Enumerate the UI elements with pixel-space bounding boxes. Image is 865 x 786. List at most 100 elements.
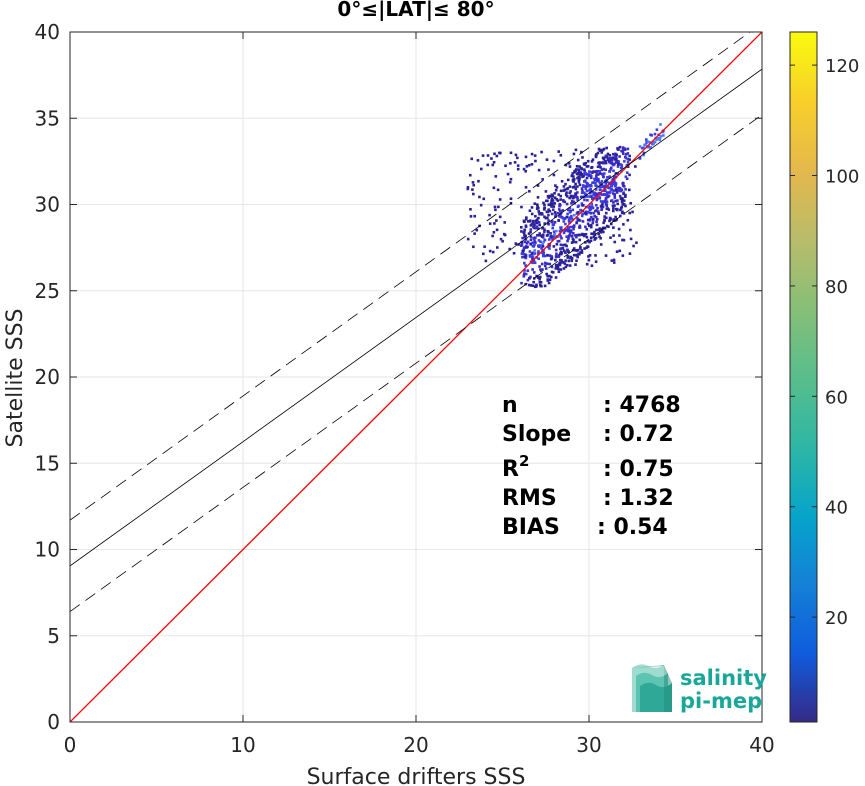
density-cell xyxy=(509,177,513,181)
density-cell xyxy=(612,179,616,183)
density-cell xyxy=(541,178,544,181)
density-cell xyxy=(570,174,574,178)
density-cell xyxy=(468,173,472,177)
density-cell xyxy=(549,275,553,279)
density-cell xyxy=(535,225,539,228)
density-cell xyxy=(556,265,560,268)
density-cell xyxy=(530,163,534,166)
density-cell xyxy=(602,221,605,225)
density-cell xyxy=(585,227,589,231)
density-cell xyxy=(521,252,524,255)
density-cell xyxy=(565,235,568,238)
density-cell xyxy=(554,258,557,262)
density-cell xyxy=(537,250,540,253)
density-cell xyxy=(537,257,540,261)
y-tick-label: 25 xyxy=(35,279,60,303)
density-cell xyxy=(608,216,612,220)
density-cell xyxy=(605,146,608,150)
density-cell xyxy=(595,203,598,207)
density-cell xyxy=(608,218,612,222)
density-cell xyxy=(575,235,578,239)
density-cell xyxy=(606,176,609,179)
density-cell xyxy=(530,206,534,209)
density-cell xyxy=(559,154,563,157)
density-points xyxy=(466,123,665,289)
density-cell xyxy=(556,240,560,243)
density-cell xyxy=(584,241,587,244)
density-cell xyxy=(570,217,574,220)
density-cell xyxy=(606,152,610,156)
density-cell xyxy=(626,157,630,161)
density-cell xyxy=(513,161,517,164)
density-cell xyxy=(537,216,540,220)
lower-bound-line xyxy=(70,114,762,612)
density-cell xyxy=(577,168,581,171)
density-cell xyxy=(614,183,618,186)
density-cell xyxy=(470,157,474,161)
density-cell xyxy=(586,182,589,186)
density-cell xyxy=(558,258,562,262)
density-cell xyxy=(566,226,570,229)
density-cell xyxy=(562,199,565,202)
density-cell xyxy=(548,278,552,282)
density-cell xyxy=(621,254,625,257)
density-cell xyxy=(531,261,534,265)
density-cell xyxy=(601,226,605,230)
density-cell xyxy=(604,199,607,203)
density-cell xyxy=(577,210,581,214)
density-cell xyxy=(598,185,601,189)
density-cell xyxy=(618,234,621,237)
density-cell xyxy=(582,191,586,195)
density-cell xyxy=(478,195,481,199)
density-cell xyxy=(557,193,561,196)
density-cell xyxy=(486,163,490,167)
density-cell xyxy=(585,165,589,168)
density-cell xyxy=(555,229,558,233)
density-cell xyxy=(589,189,593,193)
density-cell xyxy=(586,159,590,163)
density-cell xyxy=(578,165,581,168)
density-cell xyxy=(552,173,556,177)
stat-label-rms: RMS xyxy=(502,486,557,511)
density-cell xyxy=(607,186,610,189)
density-cell xyxy=(602,167,605,171)
density-cell xyxy=(548,194,552,198)
density-cell xyxy=(572,175,575,178)
density-cell xyxy=(552,230,556,233)
density-cell xyxy=(526,240,530,244)
density-cell xyxy=(537,168,541,172)
density-cell xyxy=(477,179,480,183)
density-cell xyxy=(482,252,485,256)
density-cell xyxy=(604,154,608,158)
colorbar-ticks: 20 40 60 80 100 120 xyxy=(790,56,859,629)
density-cell xyxy=(610,158,614,162)
density-cell xyxy=(623,147,627,151)
density-cell xyxy=(597,147,601,151)
density-cell xyxy=(546,254,549,257)
density-cell xyxy=(589,187,593,191)
density-cell xyxy=(573,195,577,199)
colorbar xyxy=(789,31,818,723)
density-cell xyxy=(564,163,568,167)
density-cell xyxy=(595,223,599,227)
density-cell xyxy=(653,132,657,136)
density-cell xyxy=(576,191,579,194)
density-cell xyxy=(545,272,548,276)
density-cell xyxy=(480,167,483,171)
density-cell xyxy=(538,265,541,268)
density-cell xyxy=(523,272,526,275)
density-cell xyxy=(531,256,534,260)
density-cell xyxy=(543,203,546,207)
stat-value-slope: : 0.72 xyxy=(603,422,674,447)
density-cell xyxy=(578,224,582,228)
density-cell xyxy=(597,210,600,213)
density-cell xyxy=(587,258,591,262)
density-cell xyxy=(514,153,518,157)
density-cell xyxy=(576,198,579,202)
density-cell xyxy=(572,227,575,231)
density-cell xyxy=(651,140,655,144)
density-cell xyxy=(523,240,527,244)
chart-title: 0°≤|LAT|≤ 80° xyxy=(337,0,494,21)
density-cell xyxy=(561,216,564,219)
